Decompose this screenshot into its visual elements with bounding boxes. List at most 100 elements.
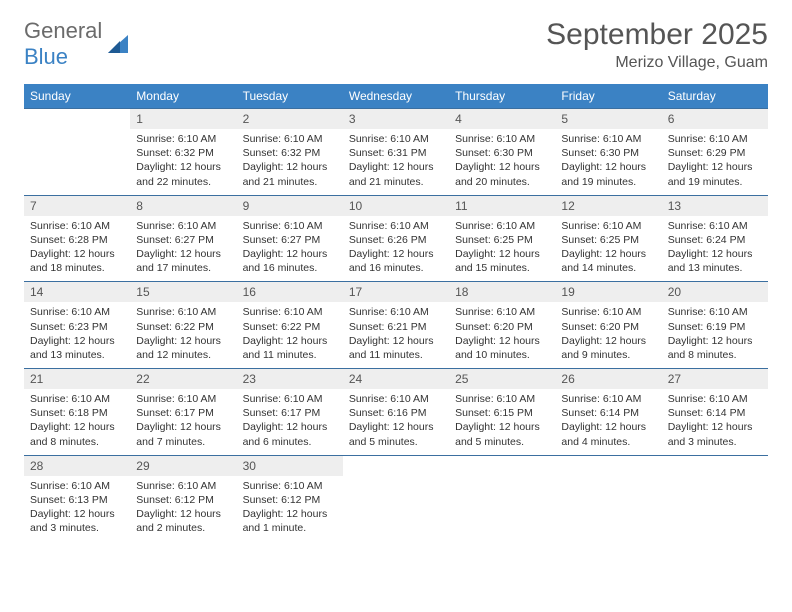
sunrise-text: Sunrise: 6:10 AM [136,132,230,146]
day-details: Sunrise: 6:10 AMSunset: 6:25 PMDaylight:… [449,216,555,282]
day-details [555,476,661,542]
header: General Blue September 2025 Merizo Villa… [24,18,768,72]
sunrise-text: Sunrise: 6:10 AM [30,392,124,406]
day-number: 23 [237,369,343,390]
day-number: 17 [343,282,449,303]
day-details: Sunrise: 6:10 AMSunset: 6:22 PMDaylight:… [237,302,343,368]
sunset-text: Sunset: 6:30 PM [561,146,655,160]
day-number [555,455,661,476]
sunset-text: Sunset: 6:13 PM [30,493,124,507]
day-details: Sunrise: 6:10 AMSunset: 6:25 PMDaylight:… [555,216,661,282]
day-details: Sunrise: 6:10 AMSunset: 6:18 PMDaylight:… [24,389,130,455]
weekday-header: Sunday [24,84,130,109]
sunset-text: Sunset: 6:22 PM [136,320,230,334]
sunrise-text: Sunrise: 6:10 AM [561,305,655,319]
day-details: Sunrise: 6:10 AMSunset: 6:17 PMDaylight:… [130,389,236,455]
sunrise-text: Sunrise: 6:10 AM [455,392,549,406]
daylight-text: Daylight: 12 hours and 8 minutes. [668,334,762,362]
sunset-text: Sunset: 6:28 PM [30,233,124,247]
sunset-text: Sunset: 6:25 PM [561,233,655,247]
day-number: 29 [130,455,236,476]
day-number: 11 [449,195,555,216]
daylight-text: Daylight: 12 hours and 6 minutes. [243,420,337,448]
sunset-text: Sunset: 6:23 PM [30,320,124,334]
sunrise-text: Sunrise: 6:10 AM [455,132,549,146]
day-details: Sunrise: 6:10 AMSunset: 6:24 PMDaylight:… [662,216,768,282]
day-number: 25 [449,369,555,390]
sunset-text: Sunset: 6:31 PM [349,146,443,160]
day-number: 8 [130,195,236,216]
day-details: Sunrise: 6:10 AMSunset: 6:28 PMDaylight:… [24,216,130,282]
day-number: 21 [24,369,130,390]
day-details: Sunrise: 6:10 AMSunset: 6:21 PMDaylight:… [343,302,449,368]
sunrise-text: Sunrise: 6:10 AM [668,132,762,146]
day-details: Sunrise: 6:10 AMSunset: 6:12 PMDaylight:… [237,476,343,542]
sunrise-text: Sunrise: 6:10 AM [30,305,124,319]
day-details: Sunrise: 6:10 AMSunset: 6:29 PMDaylight:… [662,129,768,195]
sunset-text: Sunset: 6:24 PM [668,233,762,247]
day-number: 27 [662,369,768,390]
detail-row: Sunrise: 6:10 AMSunset: 6:13 PMDaylight:… [24,476,768,542]
calendar-body: 123456Sunrise: 6:10 AMSunset: 6:32 PMDay… [24,109,768,542]
daylight-text: Daylight: 12 hours and 19 minutes. [561,160,655,188]
daylight-text: Daylight: 12 hours and 3 minutes. [30,507,124,535]
day-number: 6 [662,109,768,130]
weekday-header: Monday [130,84,236,109]
logo-word1: General [24,18,102,43]
day-details: Sunrise: 6:10 AMSunset: 6:27 PMDaylight:… [130,216,236,282]
day-number [343,455,449,476]
sunrise-text: Sunrise: 6:10 AM [668,305,762,319]
day-details: Sunrise: 6:10 AMSunset: 6:32 PMDaylight:… [237,129,343,195]
day-number: 15 [130,282,236,303]
day-details: Sunrise: 6:10 AMSunset: 6:20 PMDaylight:… [555,302,661,368]
day-number: 26 [555,369,661,390]
day-number: 2 [237,109,343,130]
day-number: 22 [130,369,236,390]
daylight-text: Daylight: 12 hours and 11 minutes. [349,334,443,362]
day-details [662,476,768,542]
day-details: Sunrise: 6:10 AMSunset: 6:20 PMDaylight:… [449,302,555,368]
sunset-text: Sunset: 6:19 PM [668,320,762,334]
day-details [24,129,130,195]
daynum-row: 123456 [24,109,768,130]
day-number: 1 [130,109,236,130]
day-number: 14 [24,282,130,303]
sunset-text: Sunset: 6:20 PM [455,320,549,334]
calendar-table: Sunday Monday Tuesday Wednesday Thursday… [24,84,768,542]
day-details: Sunrise: 6:10 AMSunset: 6:26 PMDaylight:… [343,216,449,282]
sunset-text: Sunset: 6:12 PM [136,493,230,507]
day-number: 4 [449,109,555,130]
daylight-text: Daylight: 12 hours and 12 minutes. [136,334,230,362]
sunset-text: Sunset: 6:32 PM [243,146,337,160]
day-number: 3 [343,109,449,130]
sunset-text: Sunset: 6:17 PM [136,406,230,420]
detail-row: Sunrise: 6:10 AMSunset: 6:18 PMDaylight:… [24,389,768,455]
daylight-text: Daylight: 12 hours and 7 minutes. [136,420,230,448]
sunrise-text: Sunrise: 6:10 AM [349,305,443,319]
day-details: Sunrise: 6:10 AMSunset: 6:27 PMDaylight:… [237,216,343,282]
detail-row: Sunrise: 6:10 AMSunset: 6:32 PMDaylight:… [24,129,768,195]
daylight-text: Daylight: 12 hours and 15 minutes. [455,247,549,275]
sunset-text: Sunset: 6:27 PM [243,233,337,247]
daylight-text: Daylight: 12 hours and 10 minutes. [455,334,549,362]
daylight-text: Daylight: 12 hours and 11 minutes. [243,334,337,362]
daylight-text: Daylight: 12 hours and 1 minute. [243,507,337,535]
day-details: Sunrise: 6:10 AMSunset: 6:32 PMDaylight:… [130,129,236,195]
sunrise-text: Sunrise: 6:10 AM [349,219,443,233]
day-details: Sunrise: 6:10 AMSunset: 6:14 PMDaylight:… [555,389,661,455]
sunset-text: Sunset: 6:32 PM [136,146,230,160]
sunrise-text: Sunrise: 6:10 AM [243,305,337,319]
daylight-text: Daylight: 12 hours and 13 minutes. [30,334,124,362]
detail-row: Sunrise: 6:10 AM Sunset: 6:28 PM Daylight:… [24,216,768,282]
day-number: 18 [449,282,555,303]
day-number: 30 [237,455,343,476]
sunset-text: Sunset: 6:15 PM [455,406,549,420]
sunrise-text: Sunrise: 6:10 AM [136,305,230,319]
sunrise-text: Sunrise: 6:10 AM [561,392,655,406]
daynum-row: 21222324252627 [24,369,768,390]
daylight-text: Daylight: 12 hours and 3 minutes. [668,420,762,448]
sunrise-text: Sunrise: 6:10 AM [561,219,655,233]
sunrise-text: Sunrise: 6:10 AM [349,392,443,406]
sunset-text: Sunset: 6:14 PM [668,406,762,420]
day-number: 12 [555,195,661,216]
